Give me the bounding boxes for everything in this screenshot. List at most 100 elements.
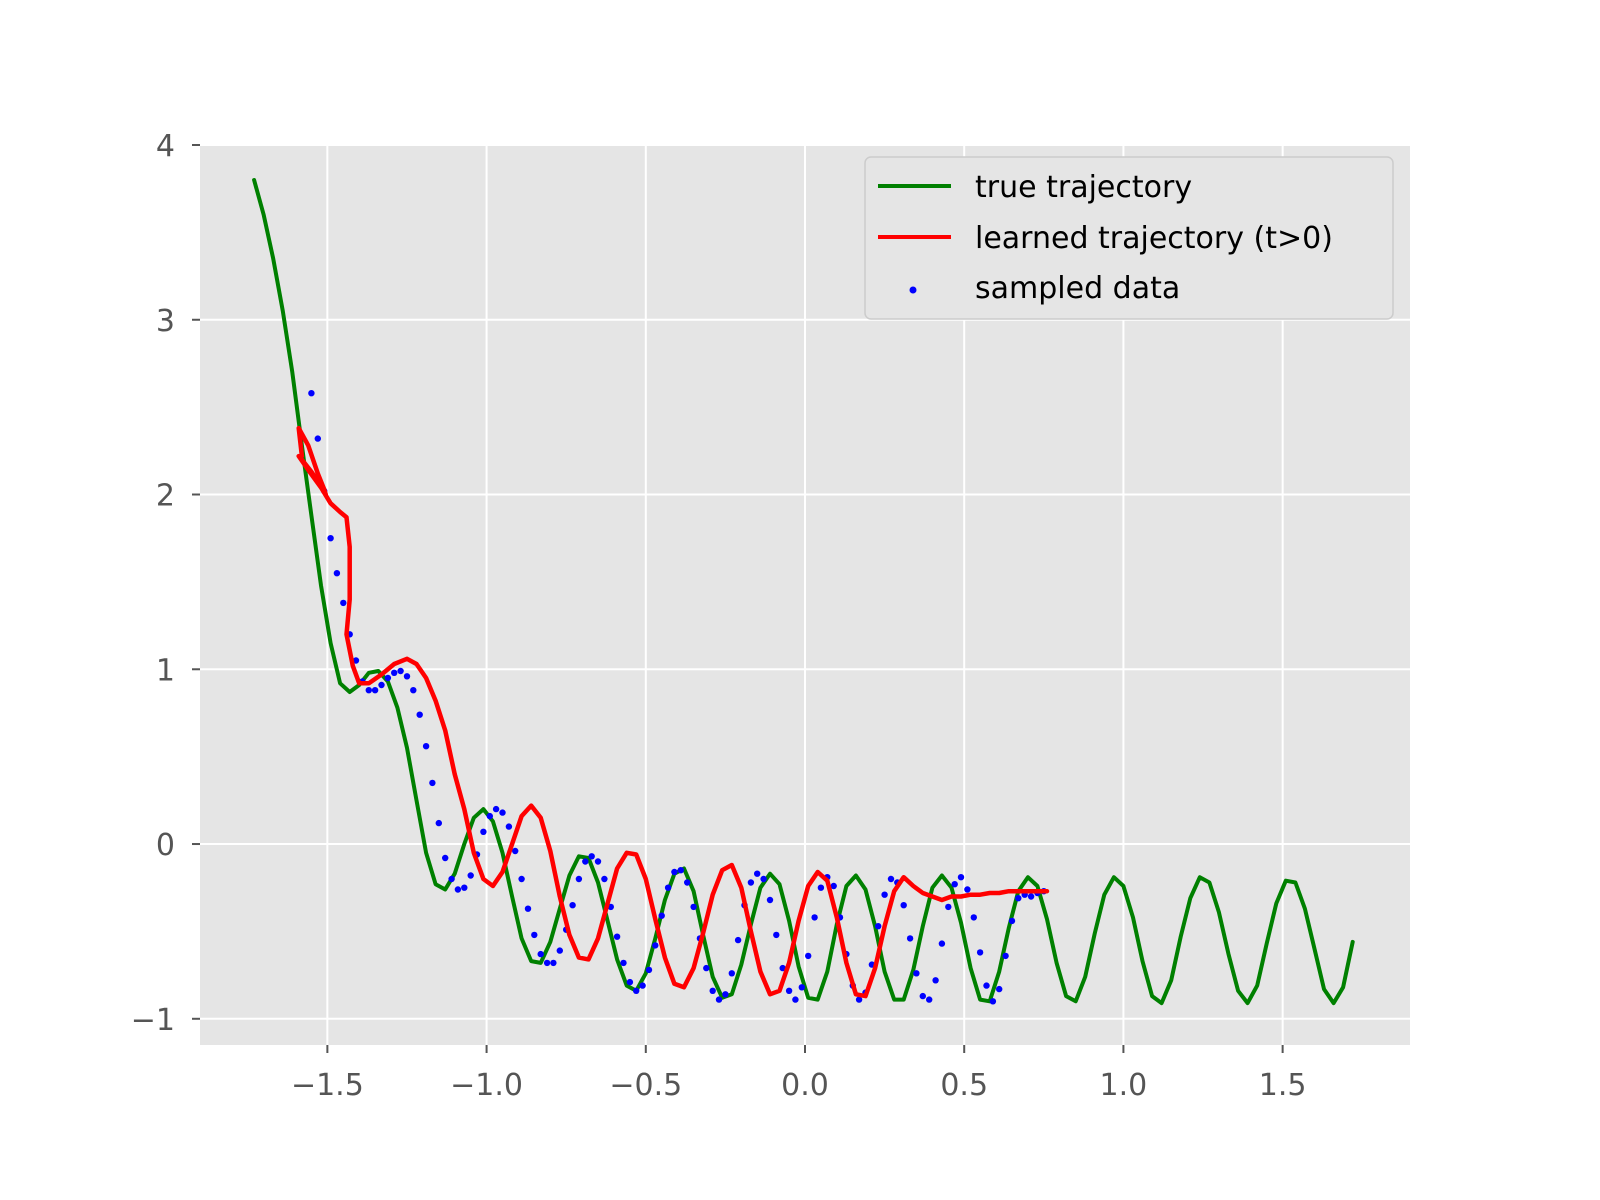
data-point [805,952,812,960]
data-point [855,996,863,1003]
data-point [932,977,939,984]
data-point [582,858,589,865]
x-tick-label: −1.5 [291,1068,364,1103]
series-line-learned-trajectory-t-0 [296,425,1050,999]
data-point [626,978,634,986]
data-point [543,959,551,967]
data-point [1008,917,1016,925]
data-point [467,872,474,879]
legend: true trajectory learned trajectory (t>0)… [864,156,1394,320]
data-point [760,875,767,883]
legend-label-sampled: sampled data [975,271,1180,306]
data-point [480,828,487,835]
data-point [575,875,583,883]
data-point [906,935,914,942]
data-point [817,884,825,891]
data-point [518,875,525,883]
y-tick-label: 0 [156,828,175,863]
legend-box [864,156,1394,320]
data-point [391,669,398,676]
data-point [448,875,455,883]
data-point [671,868,678,876]
data-point [919,992,926,1000]
data-point [422,743,430,750]
x-tick-label: 1.0 [1100,1068,1148,1103]
data-point [639,982,646,989]
data-point [734,936,742,944]
data-point [887,875,895,883]
x-tick-label: −0.5 [609,1068,682,1103]
data-point [785,987,793,994]
data-point [913,970,920,977]
data-point [333,570,341,577]
legend-label-learned: learned trajectory (t>0) [975,221,1333,256]
y-tick-label: 4 [156,129,175,164]
data-point [410,687,417,694]
data-point [779,964,786,972]
data-point [512,847,519,855]
data-point [677,867,684,874]
data-point [486,812,493,820]
data-point [938,940,946,947]
data-point [792,996,799,1003]
data-point [454,886,462,893]
data-point [505,823,513,830]
data-point [308,390,315,397]
data-point [926,996,933,1003]
y-tick-label: 3 [156,304,175,339]
data-point [397,667,404,675]
data-point [499,809,506,816]
data-point [1015,895,1022,902]
data-point [658,912,665,919]
data-point [537,950,544,958]
data-point [378,681,385,689]
data-point [435,819,442,827]
data-point [773,931,780,939]
legend-label-true: true trajectory [975,170,1192,205]
data-point [830,882,837,890]
data-point [996,985,1003,993]
data-point [633,987,640,994]
y-tick-label: 1 [156,653,175,688]
data-point [403,673,411,680]
data-point [709,987,716,994]
y-tick-label: 2 [156,479,175,514]
data-point [715,996,723,1003]
data-point [327,535,334,542]
data-point [416,711,423,718]
data-point [556,947,563,954]
data-point [754,870,761,877]
series-layer [252,178,1355,1006]
data-point [613,933,621,940]
data-point [314,435,321,442]
data-point [594,858,602,865]
data-point [664,884,672,891]
data-point [722,991,729,998]
data-point [524,905,532,912]
data-point [811,914,818,921]
data-point [1002,952,1009,960]
data-point [442,854,449,862]
data-point [690,903,697,911]
data-point [620,959,627,967]
axes: −1.5 −1.0 −0.5 0.0 0.5 1.0 1.5 −1 0 1 2 3 4 [131,129,1307,1103]
x-tick-label: 0.0 [781,1068,829,1103]
data-point [976,949,984,956]
data-point [970,914,977,921]
legend-sampled-marker [909,286,917,294]
data-point [945,903,952,911]
x-tick-label: −1.0 [450,1068,523,1103]
data-point [461,884,468,891]
data-point [531,931,538,939]
data-point [588,853,595,860]
data-point [684,879,691,886]
data-point [365,687,372,694]
data-point [957,874,965,881]
data-point [875,923,882,930]
data-point [964,886,971,893]
data-point [900,902,907,909]
data-point [645,966,653,974]
data-point [728,970,735,977]
data-point [766,896,774,904]
